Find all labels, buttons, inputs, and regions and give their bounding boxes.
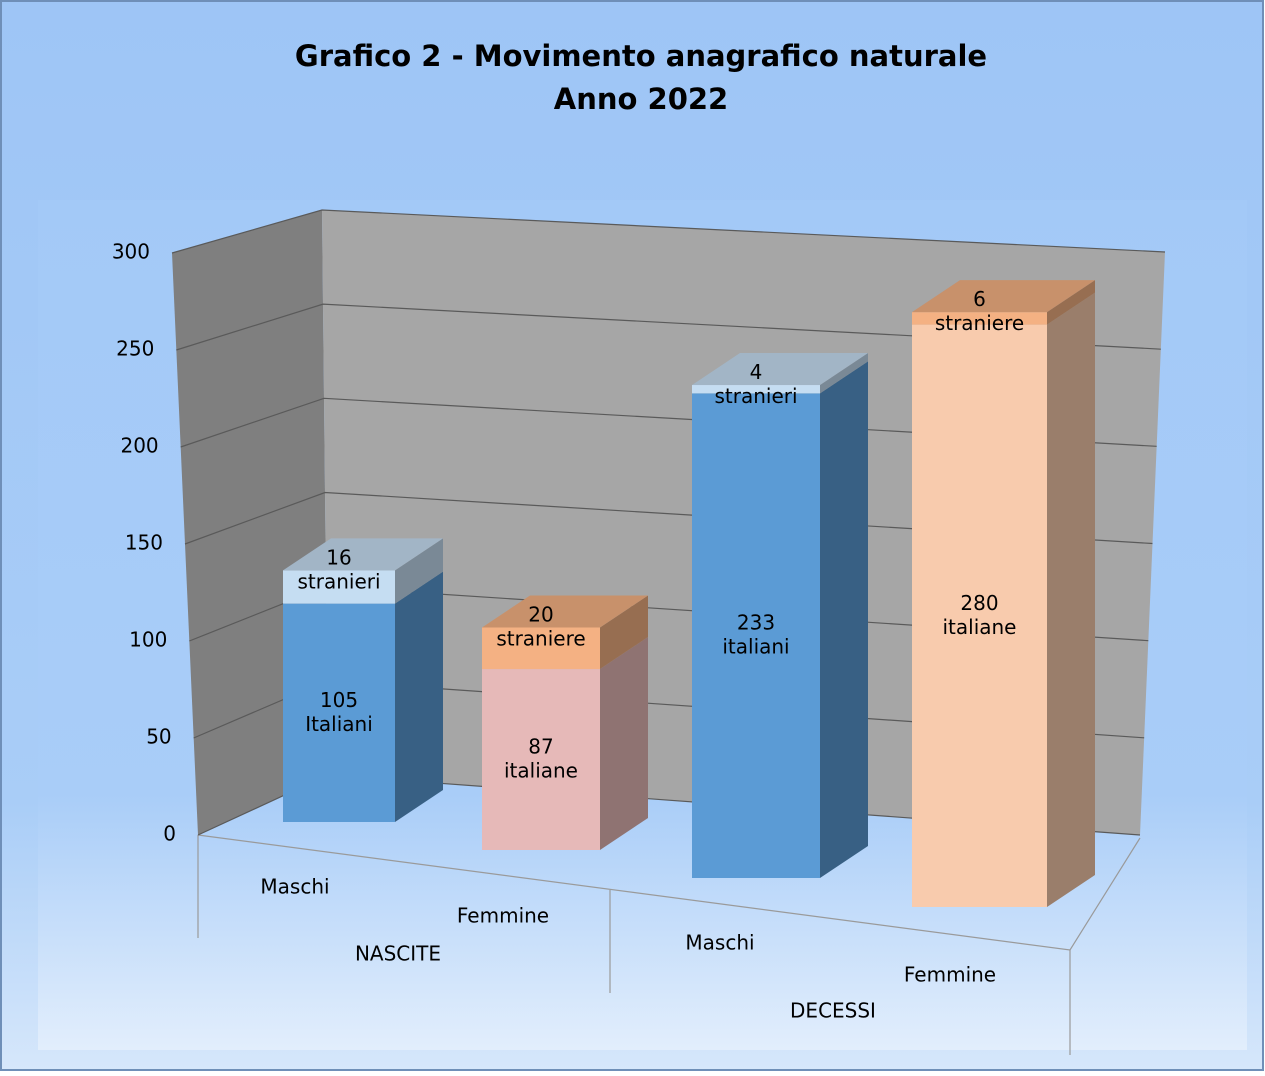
data-label: 87 italiane (504, 734, 578, 782)
data-label: 280 italiane (942, 590, 1016, 638)
data-label: 4 stranieri (714, 360, 797, 408)
data-label: 16 stranieri (297, 545, 380, 593)
bar-segment (482, 669, 600, 850)
x-tick-label: Maschi (260, 875, 329, 899)
bar-segment (912, 312, 1047, 325)
bar-segment (283, 603, 395, 822)
x-tick-label: Maschi (685, 931, 754, 955)
grid-line (180, 397, 1157, 448)
bar-segment (912, 324, 1047, 908)
data-label: 233 italiani (722, 610, 789, 658)
bar-segment (482, 627, 600, 670)
bar-top (692, 353, 868, 386)
bar-side (1047, 280, 1095, 325)
y-tick-label: 150 (125, 531, 163, 555)
bar-segment (283, 570, 395, 604)
bar-top (482, 595, 648, 628)
grid-line (176, 303, 1161, 351)
bar-top (912, 280, 1095, 313)
data-label: 105 Italiani (305, 687, 373, 735)
bar-top (283, 538, 443, 571)
y-tick-label: 250 (116, 337, 154, 361)
bar-segment (692, 385, 820, 394)
x-tick-label: Femmine (457, 904, 549, 928)
x-tick-label: Femmine (904, 963, 996, 987)
data-label: 6 straniere (935, 287, 1024, 335)
data-label: 20 straniere (496, 602, 585, 650)
y-tick-label: 50 (146, 725, 171, 749)
bar-side (820, 353, 868, 394)
y-tick-label: 100 (129, 628, 167, 652)
bar-segment (692, 393, 820, 878)
grid-line (171, 209, 1166, 254)
bar-side (1047, 292, 1095, 908)
chart-title: Grafico 2 - Movimento anagrafico natural… (295, 39, 987, 73)
y-tick-label: 300 (112, 240, 150, 264)
bar-side (820, 361, 868, 878)
group-label: NASCITE (355, 942, 441, 966)
y-tick-label: 200 (120, 434, 158, 458)
y-tick-label: 0 (163, 822, 176, 846)
bar-side (395, 538, 443, 604)
grid-line (184, 491, 1153, 545)
group-label: DECESSI (790, 999, 876, 1023)
chart-subtitle: Anno 2022 (554, 82, 728, 116)
bar-side (395, 571, 443, 822)
bar-side (600, 637, 648, 850)
bar-side (600, 595, 648, 670)
floor-lines (197, 834, 1141, 1055)
